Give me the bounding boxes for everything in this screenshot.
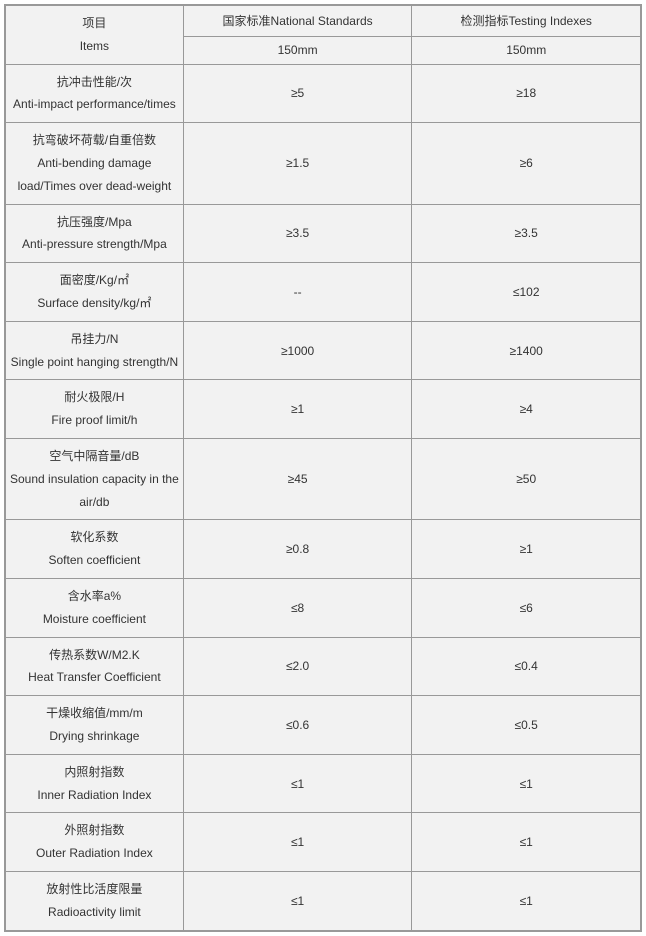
testing-index-value: ≥1 bbox=[412, 520, 641, 579]
testing-index-value: ≤1 bbox=[412, 871, 641, 930]
item-label-en: Inner Radiation Index bbox=[10, 784, 179, 807]
item-label-en: Radioactivity limit bbox=[10, 901, 179, 924]
item-label-cn: 干燥收缩值/mm/m bbox=[10, 702, 179, 725]
item-label-cn: 放射性比活度限量 bbox=[10, 878, 179, 901]
table-header: 项目 Items 国家标准National Standards 检测指标Test… bbox=[6, 6, 641, 65]
spec-table: 项目 Items 国家标准National Standards 检测指标Test… bbox=[5, 5, 641, 931]
item-label-cell: 抗冲击性能/次Anti-impact performance/times bbox=[6, 64, 184, 123]
item-label-en: Moisture coefficient bbox=[10, 608, 179, 631]
national-standard-value: ≤1 bbox=[183, 813, 412, 872]
testing-index-value: ≥1400 bbox=[412, 321, 641, 380]
item-label-cell: 空气中隔音量/dBSound insulation capacity in th… bbox=[6, 438, 184, 519]
national-standard-value: ≤8 bbox=[183, 578, 412, 637]
item-label-en: Surface density/kg/㎡ bbox=[10, 292, 179, 315]
item-label-cn: 空气中隔音量/dB bbox=[10, 445, 179, 468]
national-standard-value: ≤1 bbox=[183, 871, 412, 930]
item-label-en: Fire proof limit/h bbox=[10, 409, 179, 432]
table-row: 内照射指数Inner Radiation Index≤1≤1 bbox=[6, 754, 641, 813]
table-row: 传热系数W/M2.KHeat Transfer Coefficient≤2.0≤… bbox=[6, 637, 641, 696]
item-label-en: Heat Transfer Coefficient bbox=[10, 666, 179, 689]
item-label-cn: 抗冲击性能/次 bbox=[10, 71, 179, 94]
item-label-cell: 耐火极限/HFire proof limit/h bbox=[6, 380, 184, 439]
item-label-cell: 吊挂力/NSingle point hanging strength/N bbox=[6, 321, 184, 380]
item-label-cn: 面密度/Kg/㎡ bbox=[10, 269, 179, 292]
national-standard-value: ≥1.5 bbox=[183, 123, 412, 204]
item-label-cell: 抗弯破坏荷载/自重倍数Anti-bending damage load/Time… bbox=[6, 123, 184, 204]
item-label-cn: 抗弯破坏荷载/自重倍数 bbox=[10, 129, 179, 152]
header-item-cn: 项目 bbox=[10, 12, 179, 35]
item-label-cell: 干燥收缩值/mm/mDrying shrinkage bbox=[6, 696, 184, 755]
national-standard-value: ≤1 bbox=[183, 754, 412, 813]
table-row: 软化系数Soften coefficient≥0.8≥1 bbox=[6, 520, 641, 579]
item-label-en: Single point hanging strength/N bbox=[10, 351, 179, 374]
item-label-en: Soften coefficient bbox=[10, 549, 179, 572]
header-sub-col3: 150mm bbox=[412, 36, 641, 64]
testing-index-value: ≤6 bbox=[412, 578, 641, 637]
table-row: 抗压强度/MpaAnti-pressure strength/Mpa≥3.5≥3… bbox=[6, 204, 641, 263]
header-row-1: 项目 Items 国家标准National Standards 检测指标Test… bbox=[6, 6, 641, 37]
national-standard-value: ≥5 bbox=[183, 64, 412, 123]
table-row: 吊挂力/NSingle point hanging strength/N≥100… bbox=[6, 321, 641, 380]
item-label-cell: 含水率a%Moisture coefficient bbox=[6, 578, 184, 637]
item-label-en: Drying shrinkage bbox=[10, 725, 179, 748]
item-label-en: Outer Radiation Index bbox=[10, 842, 179, 865]
national-standard-value: ≥1 bbox=[183, 380, 412, 439]
testing-index-value: ≥50 bbox=[412, 438, 641, 519]
table-row: 面密度/Kg/㎡Surface density/kg/㎡--≤102 bbox=[6, 263, 641, 322]
testing-index-value: ≥18 bbox=[412, 64, 641, 123]
table-row: 干燥收缩值/mm/mDrying shrinkage≤0.6≤0.5 bbox=[6, 696, 641, 755]
header-testing-indexes: 检测指标Testing Indexes bbox=[412, 6, 641, 37]
item-label-cell: 面密度/Kg/㎡Surface density/kg/㎡ bbox=[6, 263, 184, 322]
table-row: 外照射指数Outer Radiation Index≤1≤1 bbox=[6, 813, 641, 872]
national-standard-value: ≥3.5 bbox=[183, 204, 412, 263]
item-label-en: Anti-bending damage load/Times over dead… bbox=[10, 152, 179, 198]
testing-index-value: ≥3.5 bbox=[412, 204, 641, 263]
national-standard-value: ≤0.6 bbox=[183, 696, 412, 755]
testing-index-value: ≥4 bbox=[412, 380, 641, 439]
testing-index-value: ≤1 bbox=[412, 813, 641, 872]
item-label-en: Anti-pressure strength/Mpa bbox=[10, 233, 179, 256]
header-national-standards: 国家标准National Standards bbox=[183, 6, 412, 37]
table-row: 含水率a%Moisture coefficient≤8≤6 bbox=[6, 578, 641, 637]
testing-index-value: ≤102 bbox=[412, 263, 641, 322]
table-row: 抗弯破坏荷载/自重倍数Anti-bending damage load/Time… bbox=[6, 123, 641, 204]
national-standard-value: -- bbox=[183, 263, 412, 322]
item-label-cell: 内照射指数Inner Radiation Index bbox=[6, 754, 184, 813]
spec-table-container: 项目 Items 国家标准National Standards 检测指标Test… bbox=[4, 4, 642, 932]
item-label-cn: 传热系数W/M2.K bbox=[10, 644, 179, 667]
table-row: 抗冲击性能/次Anti-impact performance/times≥5≥1… bbox=[6, 64, 641, 123]
national-standard-value: ≥1000 bbox=[183, 321, 412, 380]
item-label-cell: 外照射指数Outer Radiation Index bbox=[6, 813, 184, 872]
table-row: 空气中隔音量/dBSound insulation capacity in th… bbox=[6, 438, 641, 519]
item-label-cell: 抗压强度/MpaAnti-pressure strength/Mpa bbox=[6, 204, 184, 263]
table-row: 放射性比活度限量Radioactivity limit≤1≤1 bbox=[6, 871, 641, 930]
item-label-en: Anti-impact performance/times bbox=[10, 93, 179, 116]
item-label-cn: 含水率a% bbox=[10, 585, 179, 608]
header-sub-col2: 150mm bbox=[183, 36, 412, 64]
item-label-cell: 放射性比活度限量Radioactivity limit bbox=[6, 871, 184, 930]
testing-index-value: ≤0.4 bbox=[412, 637, 641, 696]
header-item: 项目 Items bbox=[6, 6, 184, 65]
national-standard-value: ≥0.8 bbox=[183, 520, 412, 579]
national-standard-value: ≤2.0 bbox=[183, 637, 412, 696]
item-label-cn: 内照射指数 bbox=[10, 761, 179, 784]
table-body: 抗冲击性能/次Anti-impact performance/times≥5≥1… bbox=[6, 64, 641, 930]
table-row: 耐火极限/HFire proof limit/h≥1≥4 bbox=[6, 380, 641, 439]
testing-index-value: ≤0.5 bbox=[412, 696, 641, 755]
item-label-cn: 吊挂力/N bbox=[10, 328, 179, 351]
testing-index-value: ≤1 bbox=[412, 754, 641, 813]
item-label-cn: 耐火极限/H bbox=[10, 386, 179, 409]
item-label-cn: 外照射指数 bbox=[10, 819, 179, 842]
item-label-cn: 软化系数 bbox=[10, 526, 179, 549]
item-label-cell: 传热系数W/M2.KHeat Transfer Coefficient bbox=[6, 637, 184, 696]
header-item-en: Items bbox=[10, 35, 179, 58]
item-label-cn: 抗压强度/Mpa bbox=[10, 211, 179, 234]
item-label-en: Sound insulation capacity in the air/db bbox=[10, 468, 179, 514]
national-standard-value: ≥45 bbox=[183, 438, 412, 519]
item-label-cell: 软化系数Soften coefficient bbox=[6, 520, 184, 579]
testing-index-value: ≥6 bbox=[412, 123, 641, 204]
